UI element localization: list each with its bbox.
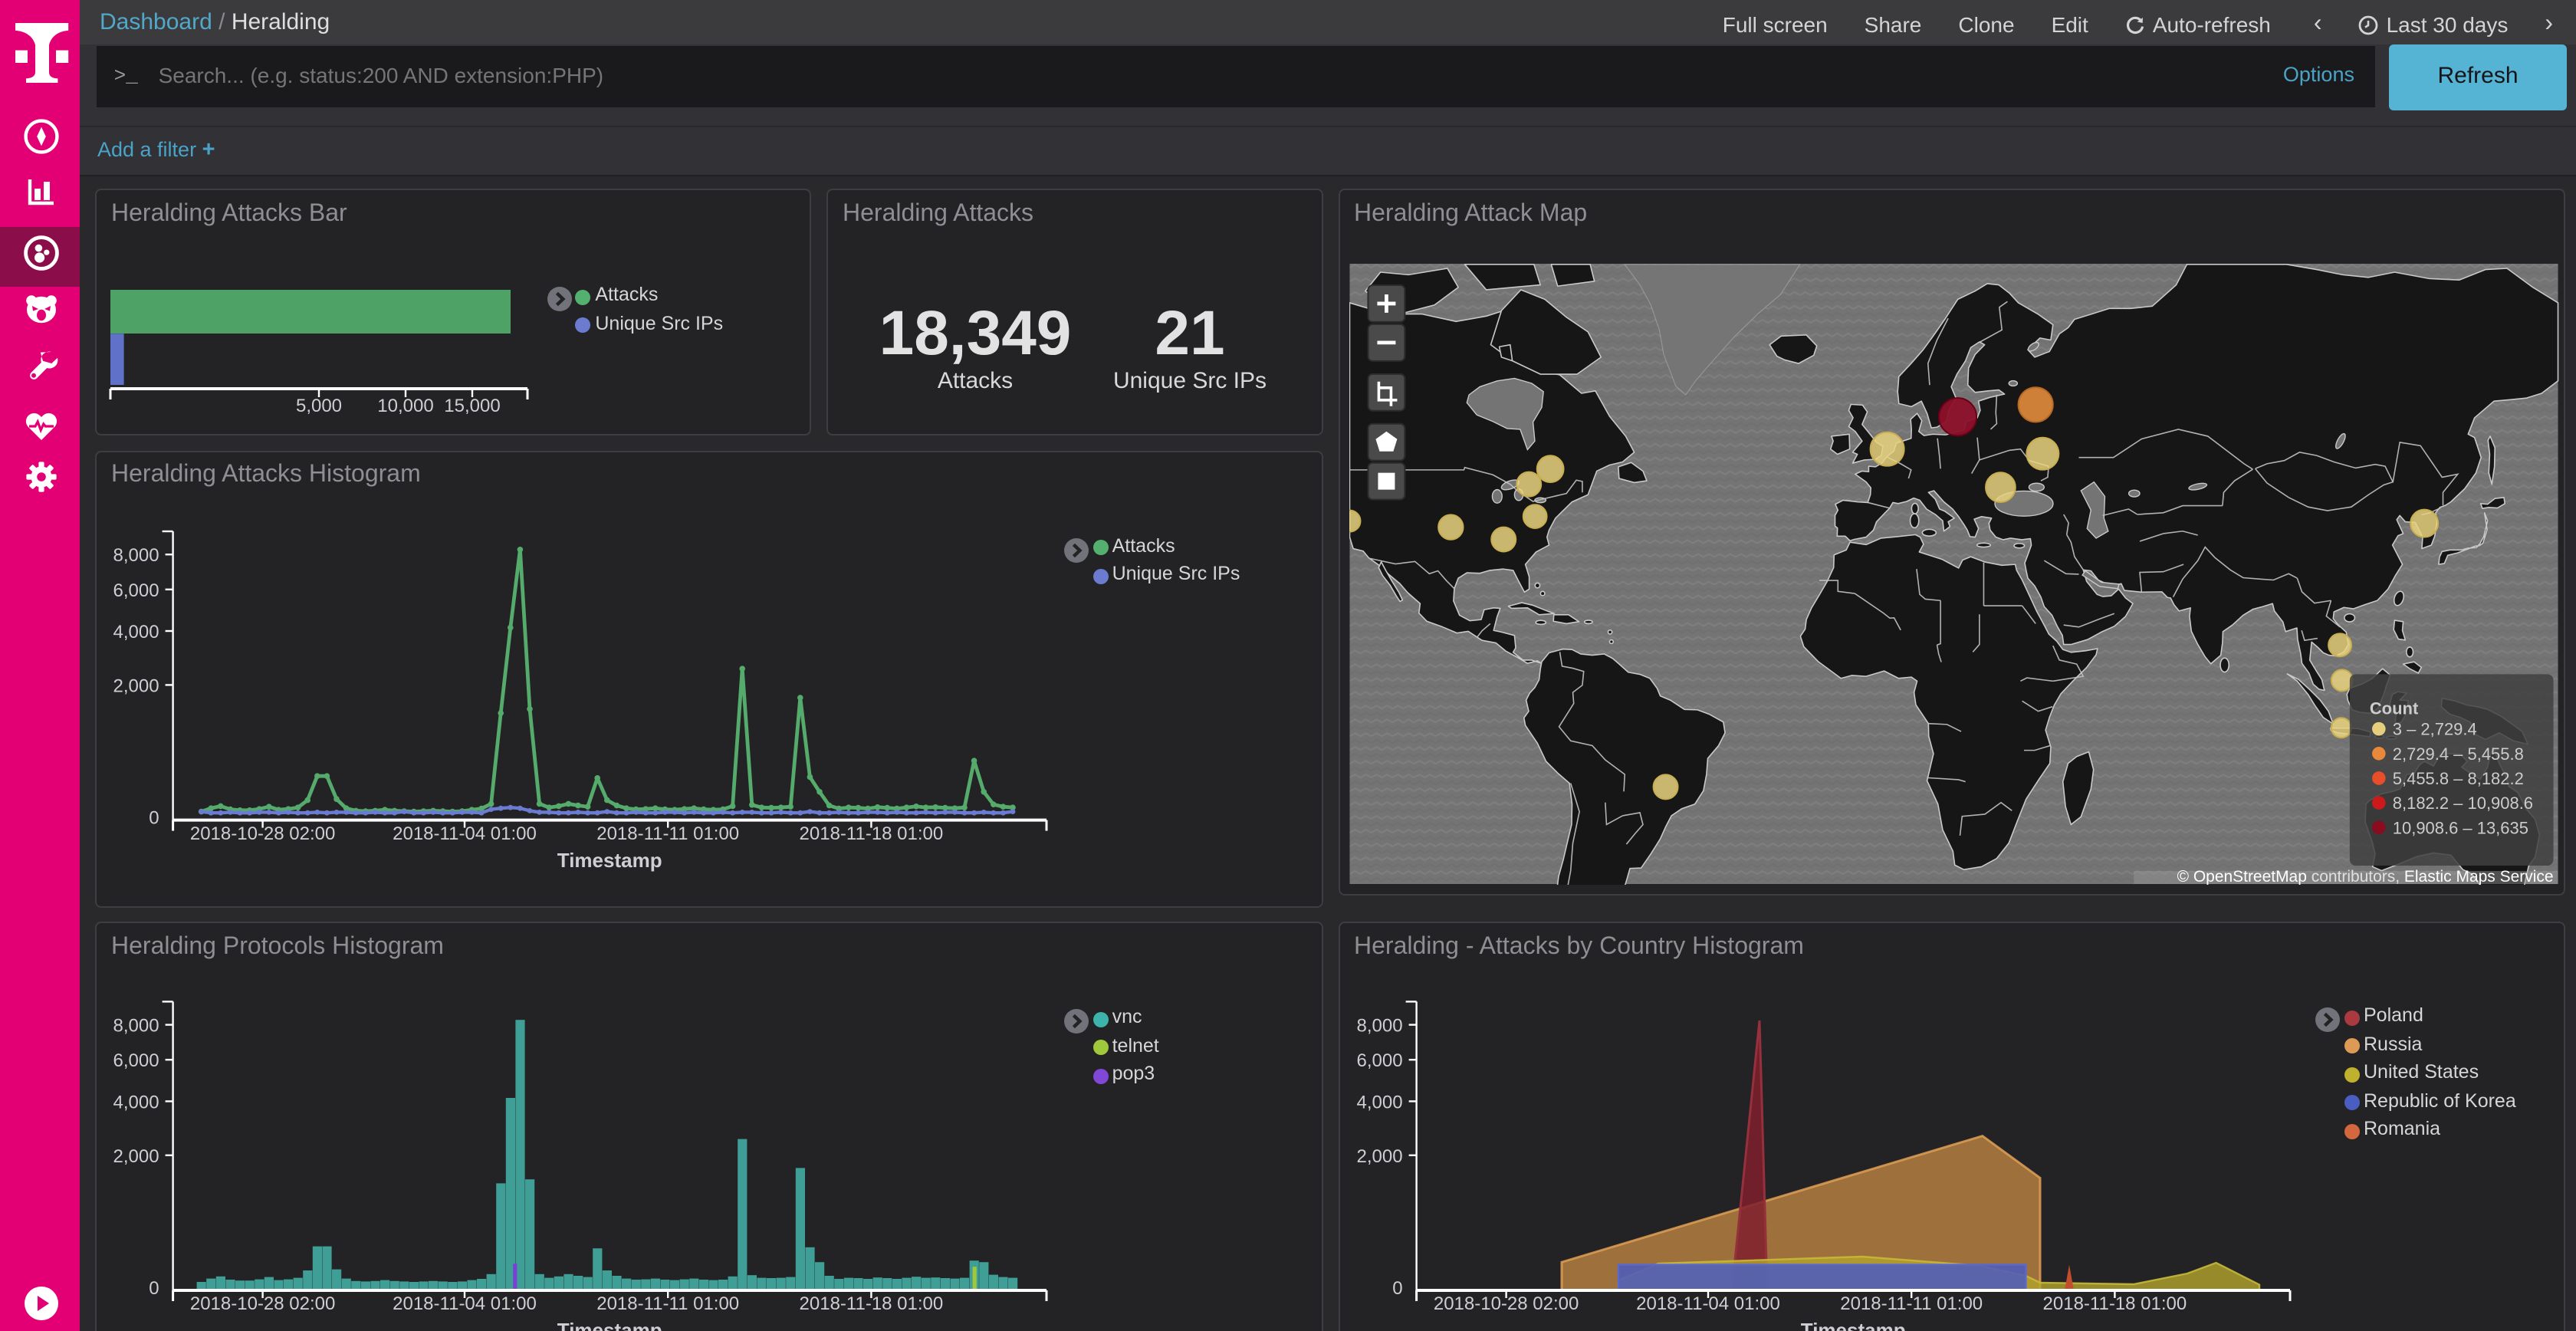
svg-text:5,000: 5,000: [296, 396, 342, 417]
svg-text:2018-11-04 01:00: 2018-11-04 01:00: [393, 1294, 537, 1315]
svg-text:Count: Count: [2370, 699, 2419, 718]
svg-text:2018-10-28 02:00: 2018-10-28 02:00: [190, 823, 336, 844]
svg-text:2018-11-04 01:00: 2018-11-04 01:00: [1635, 1294, 1779, 1315]
svg-text:15,000: 15,000: [444, 396, 500, 417]
svg-text:10,000: 10,000: [377, 396, 433, 417]
svg-text:4,000: 4,000: [1356, 1093, 1402, 1113]
svg-text:8,000: 8,000: [113, 545, 159, 566]
svg-text:2018-11-18 01:00: 2018-11-18 01:00: [800, 1294, 944, 1315]
svg-text:2018-11-11 01:00: 2018-11-11 01:00: [596, 823, 739, 844]
svg-text:8,182.2 – 10,908.6: 8,182.2 – 10,908.6: [2393, 794, 2533, 813]
svg-text:4,000: 4,000: [113, 622, 159, 642]
svg-text:5,455.8 – 8,182.2: 5,455.8 – 8,182.2: [2393, 770, 2524, 789]
svg-text:0: 0: [1392, 1279, 1401, 1300]
svg-text:2018-10-28 02:00: 2018-10-28 02:00: [190, 1294, 336, 1315]
svg-text:2,000: 2,000: [113, 1147, 159, 1168]
svg-text:0: 0: [149, 808, 159, 829]
svg-text:8,000: 8,000: [1356, 1017, 1402, 1037]
svg-text:© OpenStreetMap contributors,: © OpenStreetMap contributors, Elastic Ma…: [2177, 869, 2554, 885]
svg-text:Timestamp: Timestamp: [557, 1319, 662, 1331]
svg-text:0: 0: [149, 1279, 159, 1300]
svg-text:6,000: 6,000: [113, 1051, 159, 1072]
svg-text:8,000: 8,000: [113, 1017, 159, 1037]
svg-text:6,000: 6,000: [1356, 1051, 1402, 1072]
svg-text:2018-11-11 01:00: 2018-11-11 01:00: [1839, 1294, 1982, 1315]
svg-text:2,000: 2,000: [1356, 1147, 1402, 1168]
svg-text:4,000: 4,000: [113, 1093, 159, 1113]
svg-text:2018-10-28 02:00: 2018-10-28 02:00: [1433, 1294, 1579, 1315]
svg-text:6,000: 6,000: [113, 580, 159, 601]
svg-text:2018-11-11 01:00: 2018-11-11 01:00: [596, 1294, 739, 1315]
svg-text:2,729.4 – 5,455.8: 2,729.4 – 5,455.8: [2393, 745, 2524, 764]
svg-text:2018-11-18 01:00: 2018-11-18 01:00: [2042, 1294, 2187, 1315]
svg-text:2018-11-04 01:00: 2018-11-04 01:00: [393, 823, 537, 844]
svg-text:Timestamp: Timestamp: [557, 849, 662, 872]
svg-text:10,908.6 – 13,635: 10,908.6 – 13,635: [2393, 819, 2528, 838]
svg-text:2,000: 2,000: [113, 675, 159, 696]
svg-text:2018-11-18 01:00: 2018-11-18 01:00: [800, 823, 944, 844]
svg-text:3 – 2,729.4: 3 – 2,729.4: [2393, 721, 2477, 740]
svg-text:Timestamp: Timestamp: [1800, 1319, 1905, 1331]
